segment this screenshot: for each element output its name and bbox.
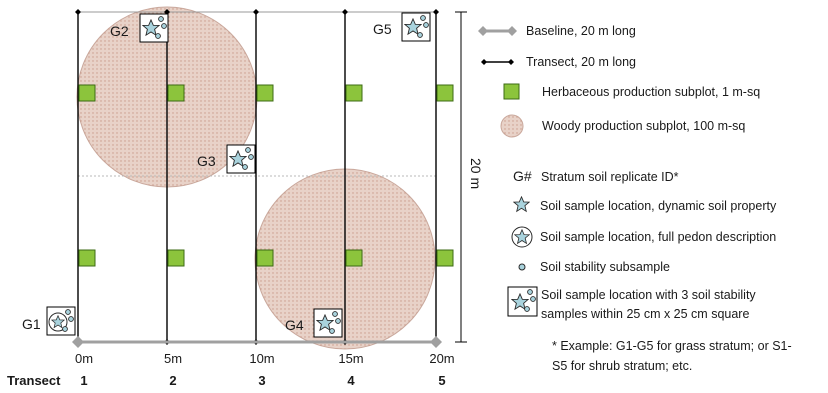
herbaceous-subplot <box>78 84 96 102</box>
legend-stratum-symbol: G# <box>513 168 532 184</box>
legend-herbaceous: Herbaceous production subplot, 1 m-sq <box>542 85 760 99</box>
herbaceous-subplot <box>436 84 454 102</box>
transect-end-marker <box>433 9 439 15</box>
distance-tick-label: 10m <box>249 351 274 366</box>
dimension-label: 20 m <box>468 158 484 189</box>
herbaceous-subplot <box>256 249 274 267</box>
transect-heading: Transect <box>7 373 61 388</box>
plot-label: G2 <box>110 23 129 39</box>
legend-transect: Transect, 20 m long <box>526 55 636 69</box>
herbaceous-subplot <box>436 249 454 267</box>
plot-label: G1 <box>22 316 41 332</box>
legend-baseline: Baseline, 20 m long <box>526 24 636 38</box>
plot-label: G3 <box>197 153 216 169</box>
plot-label: G5 <box>373 21 392 37</box>
legend-dynamic: Soil sample location, dynamic soil prope… <box>540 199 777 213</box>
distance-tick-label: 5m <box>164 351 182 366</box>
distance-tick-label: 15m <box>338 351 363 366</box>
soil-sample-plot <box>46 306 76 336</box>
soil-sample-plot <box>313 308 343 338</box>
herbaceous-subplot <box>345 84 363 102</box>
baseline-end-marker <box>72 336 84 348</box>
herbaceous-subplot <box>345 249 363 267</box>
legend-pedon: Soil sample location, full pedon descrip… <box>540 230 776 244</box>
distance-tick-label: 20m <box>429 351 454 366</box>
transect-end-marker <box>342 9 348 15</box>
legend-herbaceous-swatch <box>503 83 520 100</box>
plot-label: G4 <box>285 317 304 333</box>
transect-number: 3 <box>258 373 265 388</box>
herbaceous-subplot <box>167 84 185 102</box>
soil-sample-plot <box>226 144 256 174</box>
transect-number: 4 <box>347 373 355 388</box>
transect-number: 5 <box>438 373 445 388</box>
transect-end-marker <box>253 9 259 15</box>
footnote-line2: S5 for shrub stratum; etc. <box>552 359 692 373</box>
legend-square-line2: samples within 25 cm x 25 cm square <box>541 307 749 321</box>
legend: Baseline, 20 m long Transect, 20 m long … <box>478 24 792 373</box>
transect-end-marker <box>75 9 81 15</box>
footnote-line1: * Example: G1-G5 for grass stratum; or S… <box>552 339 792 353</box>
soil-sample-plot <box>401 12 431 42</box>
legend-woody: Woody production subplot, 100 m-sq <box>542 119 745 133</box>
legend-stability: Soil stability subsample <box>540 260 670 274</box>
legend-square-line1: Soil sample location with 3 soil stabili… <box>541 288 756 302</box>
herbaceous-subplot <box>167 249 185 267</box>
transect-number: 1 <box>80 373 87 388</box>
herbaceous-subplot <box>78 249 96 267</box>
soil-sample-plot <box>139 13 169 43</box>
herbaceous-subplot <box>256 84 274 102</box>
legend-stratum: Stratum soil replicate ID* <box>541 170 679 184</box>
baseline-end-marker <box>430 336 442 348</box>
distance-tick-label: 0m <box>75 351 93 366</box>
star-icon <box>513 196 530 212</box>
transect-number: 2 <box>169 373 176 388</box>
stability-dot-icon <box>518 263 526 271</box>
